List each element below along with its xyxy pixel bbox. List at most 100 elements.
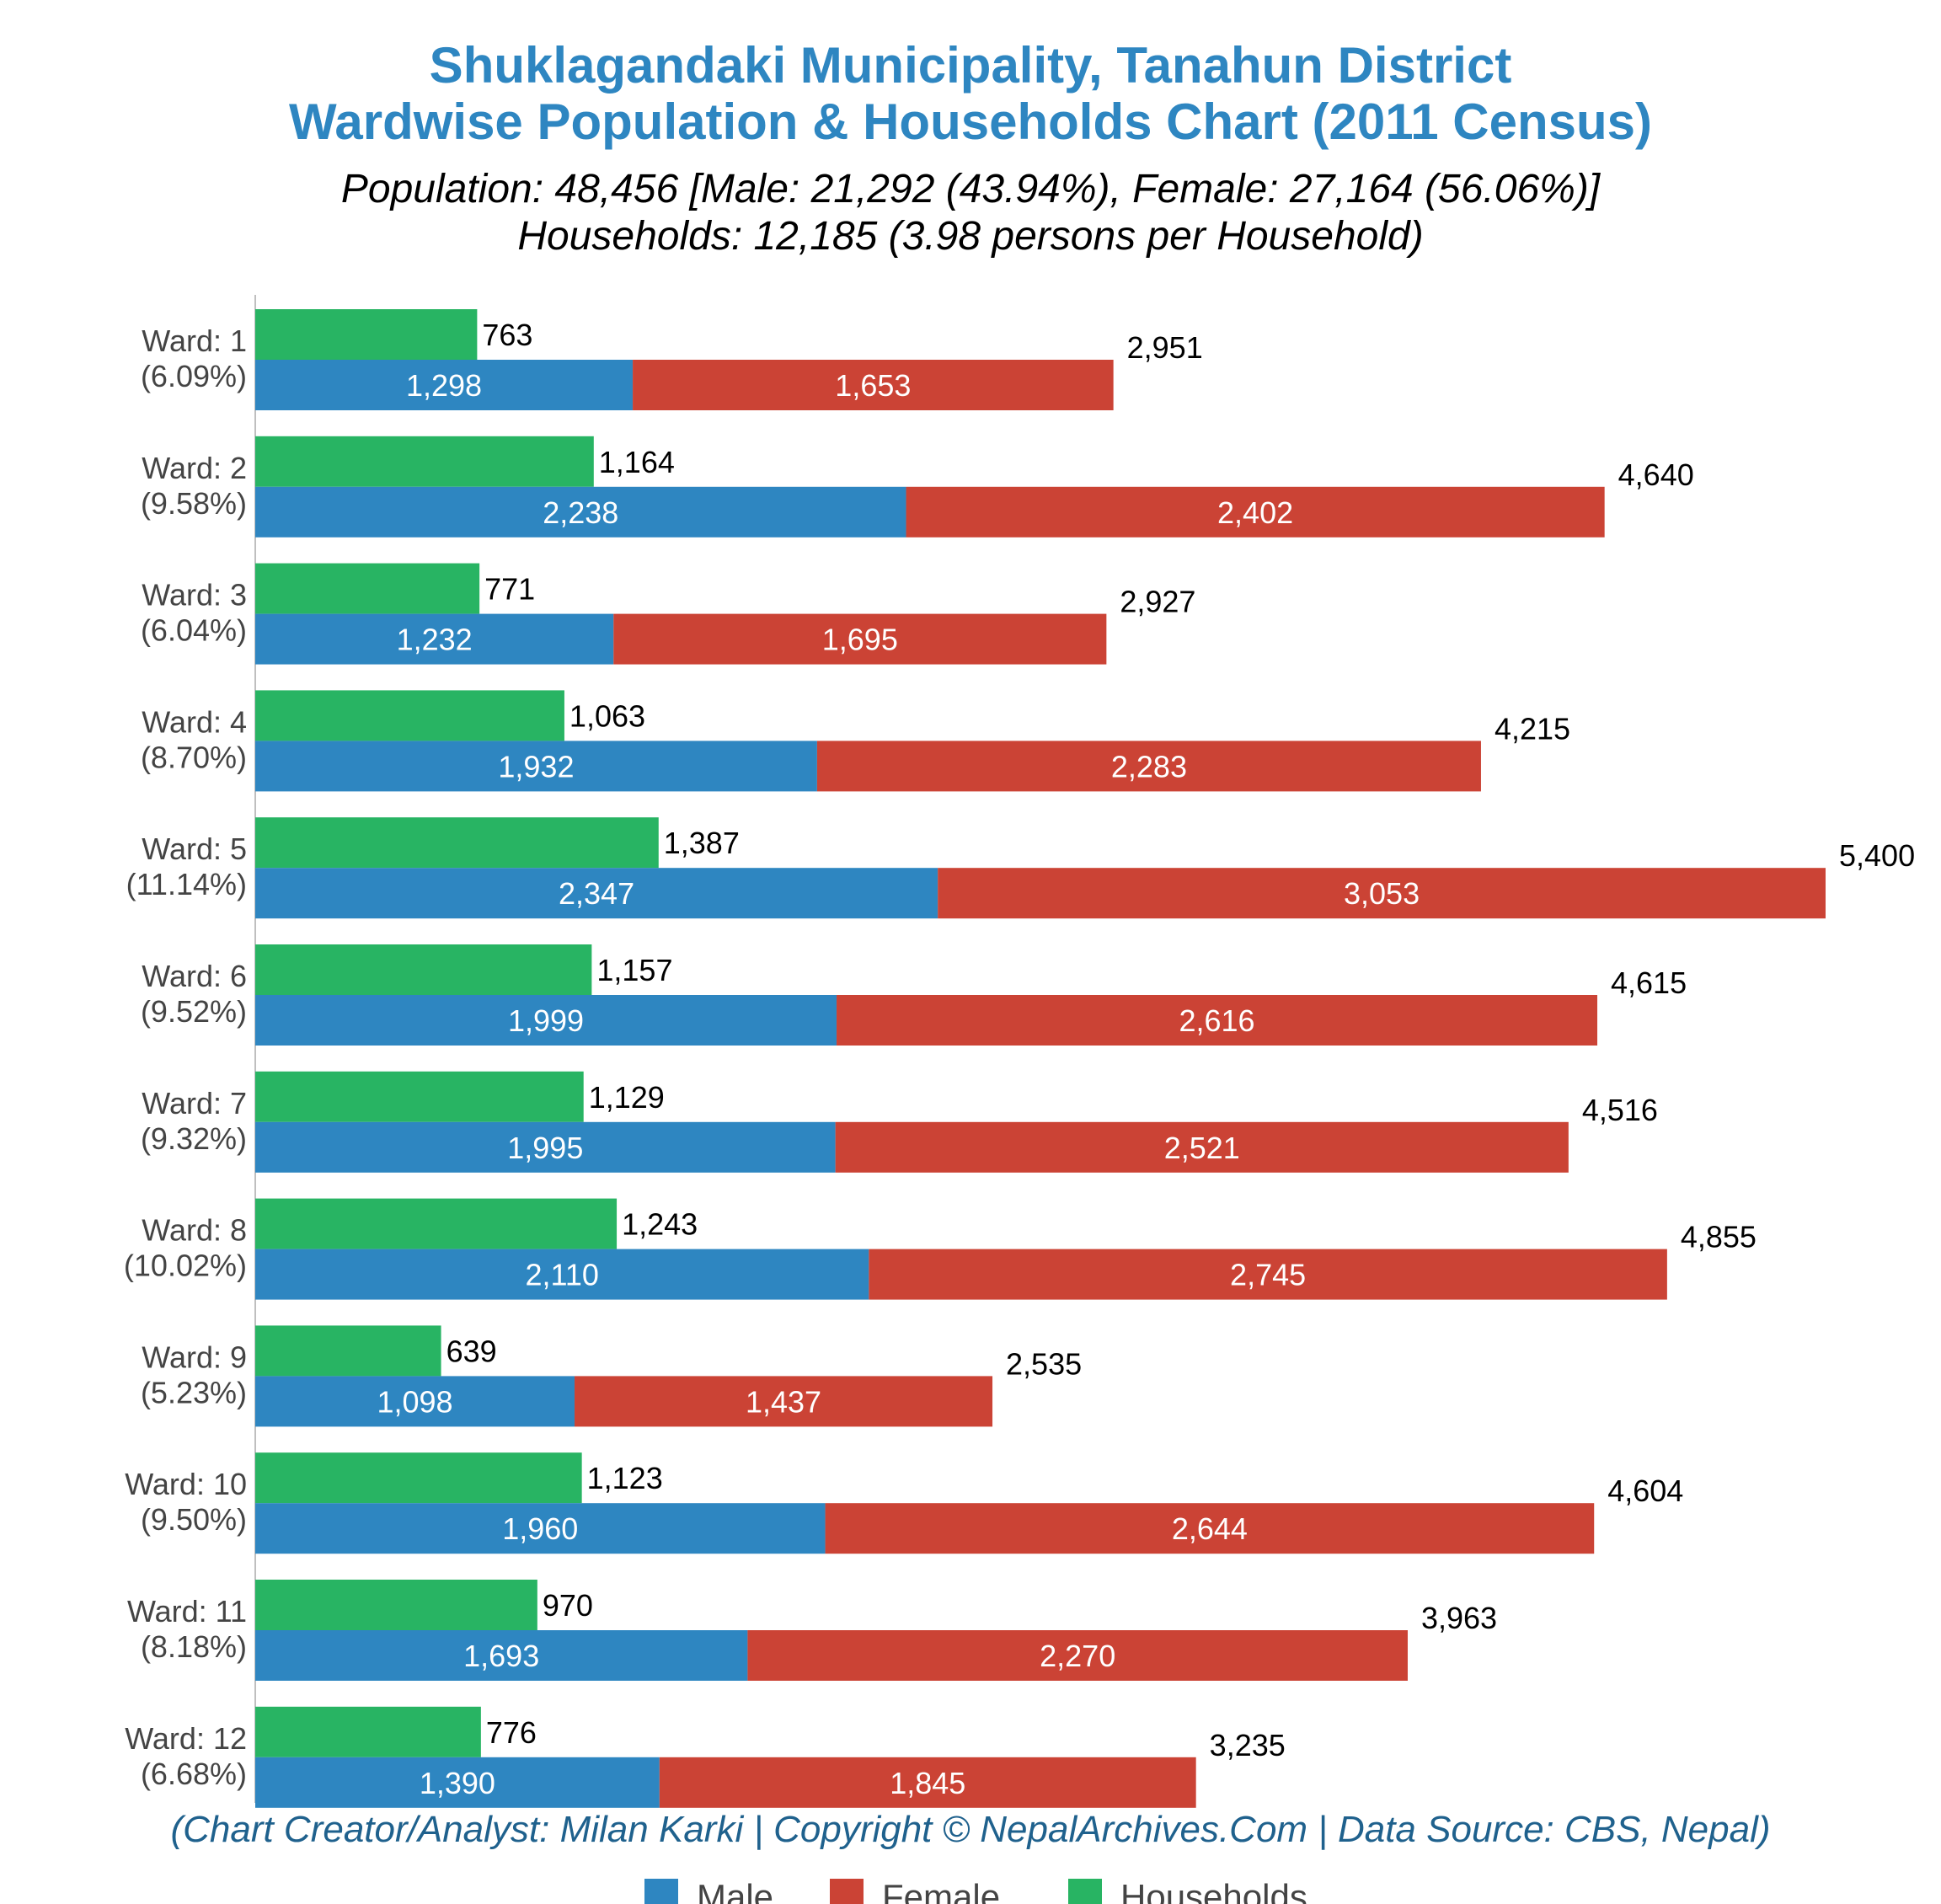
households-value-label: 776 [486,1715,537,1750]
households-value-label: 1,243 [622,1207,698,1242]
households-bar [255,1452,582,1504]
female-bar [747,1630,1408,1681]
female-value-label: 1,845 [890,1766,965,1800]
households-bar [255,436,594,487]
ward-label: Ward: 11 [127,1594,247,1629]
ward-share-label: (5.23%) [141,1375,247,1409]
female-bar [869,1249,1667,1300]
female-value-label: 2,521 [1164,1131,1240,1165]
male-value-label: 2,347 [559,876,634,911]
total-value-label: 2,535 [1006,1346,1082,1381]
female-value-label: 1,437 [746,1384,821,1419]
total-value-label: 2,927 [1120,585,1195,619]
female-bar [613,613,1107,665]
ward-label: Ward: 3 [142,578,247,612]
male-value-label: 1,932 [498,749,574,784]
male-bar [255,1630,748,1681]
households-value-label: 1,387 [664,826,740,860]
total-value-label: 2,951 [1127,330,1203,365]
households-bar [255,690,564,741]
ward-share-label: (9.52%) [141,994,247,1029]
households-bar [255,309,478,360]
legend-label-households: Households [1120,1877,1307,1904]
male-bar [255,1121,836,1173]
total-value-label: 4,604 [1607,1473,1683,1508]
female-bar [659,1757,1196,1808]
female-bar [938,868,1826,919]
total-value-label: 4,516 [1582,1093,1658,1127]
male-bar [255,360,634,410]
male-bar [255,995,837,1046]
legend: Male Female Households [644,1877,1307,1904]
population-summary: Population: 48,456 [Male: 21,292 (43.94%… [341,167,1601,211]
chart-title-line1: Shuklagandaki Municipality, Tanahun Dist… [430,37,1512,94]
households-value-label: 1,129 [589,1080,665,1115]
legend-swatch-male [644,1879,678,1904]
households-bar [255,1198,618,1249]
ward-label: Ward: 1 [142,324,247,358]
total-value-label: 4,615 [1611,965,1687,1000]
ward-label: Ward: 8 [142,1213,247,1248]
households-value-label: 1,123 [587,1461,663,1495]
ward-share-label: (8.70%) [141,740,247,774]
male-bar [255,1376,575,1427]
male-value-label: 1,693 [463,1639,539,1673]
female-value-label: 2,270 [1040,1639,1115,1673]
female-bar [816,741,1481,792]
ward-label: Ward: 5 [142,832,247,866]
male-bar [255,486,906,538]
ward-label: Ward: 9 [142,1340,247,1374]
ward-label: Ward: 7 [142,1086,247,1120]
households-value-label: 1,157 [596,953,672,987]
female-value-label: 2,616 [1179,1003,1254,1038]
male-value-label: 1,390 [420,1766,495,1800]
female-bar [825,1503,1595,1554]
households-value-label: 1,063 [569,698,645,733]
households-value-label: 763 [482,318,532,352]
households-value-label: 970 [543,1588,593,1623]
households-bar [255,817,659,869]
households-value-label: 1,164 [599,445,675,479]
households-bar [255,563,480,614]
households-value-label: 771 [484,572,535,607]
legend-label-female: Female [882,1877,1000,1904]
female-bar [906,486,1605,538]
ward-label: Ward: 2 [142,451,247,485]
ward-share-label: (9.50%) [141,1502,247,1537]
ward-label: Ward: 4 [142,704,247,739]
female-value-label: 1,695 [822,623,898,657]
ward-share-label: (11.14%) [126,867,247,901]
male-value-label: 1,298 [406,368,482,403]
ward-share-label: (10.02%) [124,1249,247,1283]
ward-label: Ward: 12 [125,1721,247,1756]
ward-share-label: (6.68%) [141,1757,247,1791]
households-bar [255,944,592,995]
female-bar [837,995,1598,1046]
male-bar [255,1503,826,1554]
total-value-label: 5,400 [1839,838,1915,873]
male-value-label: 1,098 [377,1384,452,1419]
female-value-label: 3,053 [1344,876,1420,911]
households-bar [255,1071,584,1122]
female-bar [575,1376,993,1427]
male-bar [255,1757,660,1808]
ward-share-label: (6.04%) [141,613,247,648]
male-value-label: 2,110 [525,1258,598,1292]
male-value-label: 1,995 [507,1131,583,1165]
total-value-label: 4,855 [1681,1220,1757,1254]
female-value-label: 2,644 [1172,1511,1248,1546]
ward-share-label: (9.58%) [141,486,247,521]
male-value-label: 1,960 [502,1511,578,1546]
male-bar [255,613,614,665]
total-value-label: 3,963 [1421,1601,1497,1635]
total-value-label: 4,215 [1495,711,1570,746]
chart-title-line2: Wardwise Population & Households Chart (… [289,94,1652,150]
male-bar [255,741,817,792]
legend-label-male: Male [697,1877,773,1904]
households-bar [255,1580,537,1630]
legend-swatch-households [1068,1879,1102,1904]
ward-label: Ward: 10 [125,1467,247,1501]
male-value-label: 1,232 [397,623,473,657]
